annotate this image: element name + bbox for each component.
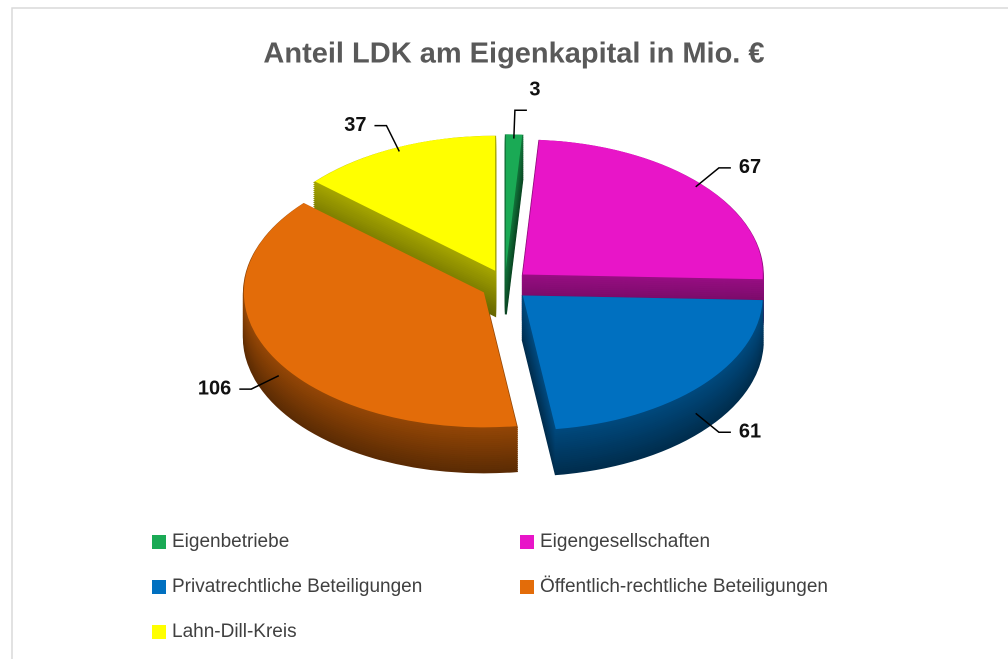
- legend-swatch: [520, 580, 534, 594]
- legend-swatch: [152, 580, 166, 594]
- slice: [505, 134, 523, 270]
- slice: [243, 203, 517, 428]
- legend-label: Eigenbetriebe: [172, 531, 289, 552]
- data-label: 106: [198, 377, 231, 399]
- legend-label: Öffentlich-rechtliche Beteiligungen: [540, 576, 828, 597]
- slice: [315, 135, 496, 271]
- leader-line: [374, 124, 400, 152]
- slice: [522, 139, 763, 280]
- data-label: 67: [739, 156, 761, 178]
- chart-title: Anteil LDK am Eigenkapital in Mio. €: [263, 38, 764, 70]
- leader-line: [239, 374, 280, 390]
- slice: [522, 295, 763, 430]
- data-label: 3: [529, 78, 540, 100]
- legend-label: Eigengesellschaften: [540, 531, 710, 552]
- data-label: 37: [344, 114, 366, 136]
- legend-swatch: [520, 535, 534, 549]
- leader-line: [695, 167, 731, 188]
- legend-swatch: [152, 625, 166, 639]
- leader-line: [513, 109, 527, 139]
- chart-frame: [11, 7, 1008, 659]
- legend-swatch: [152, 535, 166, 549]
- legend-label: Privatrechtliche Beteiligungen: [172, 576, 422, 597]
- leader-line: [695, 412, 731, 434]
- legend-label: Lahn-Dill-Kreis: [172, 621, 297, 642]
- data-label: 61: [739, 421, 761, 443]
